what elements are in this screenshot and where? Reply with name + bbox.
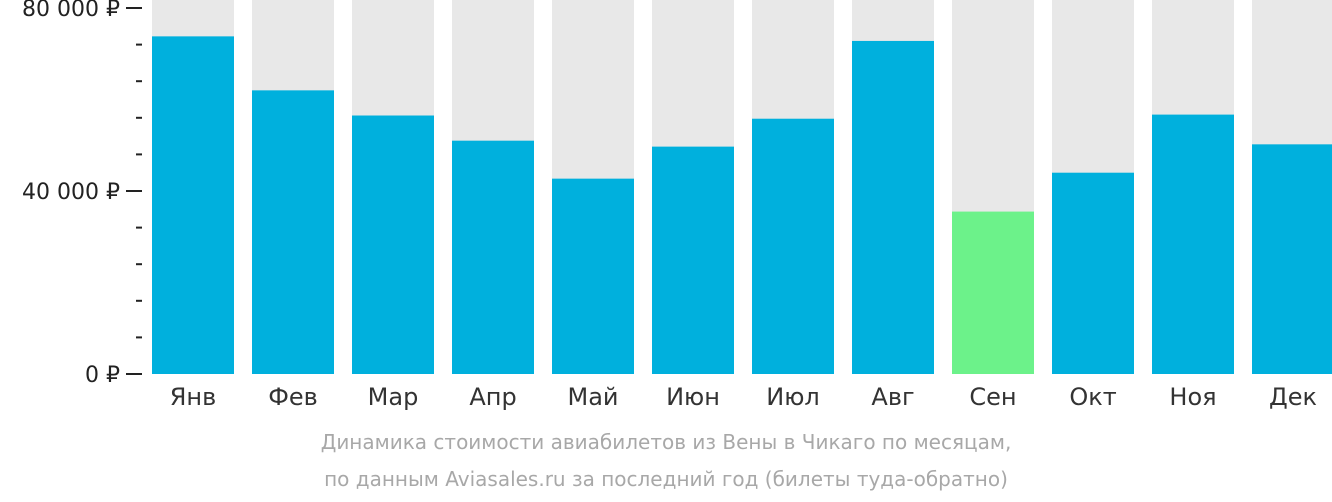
chart-caption-line-1: Динамика стоимости авиабилетов из Вены в… bbox=[320, 430, 1012, 454]
bar bbox=[552, 178, 634, 374]
bar bbox=[752, 118, 834, 374]
bar bbox=[852, 40, 934, 374]
bar bbox=[1252, 144, 1332, 374]
x-tick-label: Июл bbox=[766, 383, 820, 411]
price-bar-chart: Янв Фев Мар Апр Май Июн Июл Авг Сен Окт Ноя Дек 0 ₽ 4… bbox=[22, 0, 1332, 411]
bar bbox=[352, 115, 434, 374]
bar bbox=[252, 90, 334, 374]
bar bbox=[952, 211, 1034, 374]
bar bbox=[152, 36, 234, 375]
x-tick-label: Май bbox=[567, 383, 618, 411]
y-tick-label: 80 000 ₽ bbox=[22, 0, 120, 22]
chart-caption-line-2: по данным Aviasales.ru за последний год … bbox=[324, 467, 1008, 491]
x-tick-label: Июн bbox=[666, 383, 720, 411]
x-tick-label: Апр bbox=[469, 383, 516, 411]
x-tick-label: Мар bbox=[368, 383, 419, 411]
y-tick-label: 40 000 ₽ bbox=[22, 180, 120, 205]
bar bbox=[452, 140, 534, 374]
y-tick-label: 0 ₽ bbox=[85, 363, 120, 388]
bar bbox=[652, 146, 734, 374]
x-tick-label: Дек bbox=[1269, 383, 1317, 411]
x-tick-label: Сен bbox=[969, 383, 1016, 411]
x-tick-label: Окт bbox=[1069, 383, 1116, 411]
x-tick-label: Янв bbox=[170, 383, 217, 411]
bar bbox=[1152, 114, 1234, 374]
x-tick-label: Ноя bbox=[1169, 383, 1216, 411]
bar bbox=[1052, 172, 1134, 374]
x-tick-label: Авг bbox=[871, 383, 914, 411]
x-tick-label: Фев bbox=[268, 383, 318, 411]
